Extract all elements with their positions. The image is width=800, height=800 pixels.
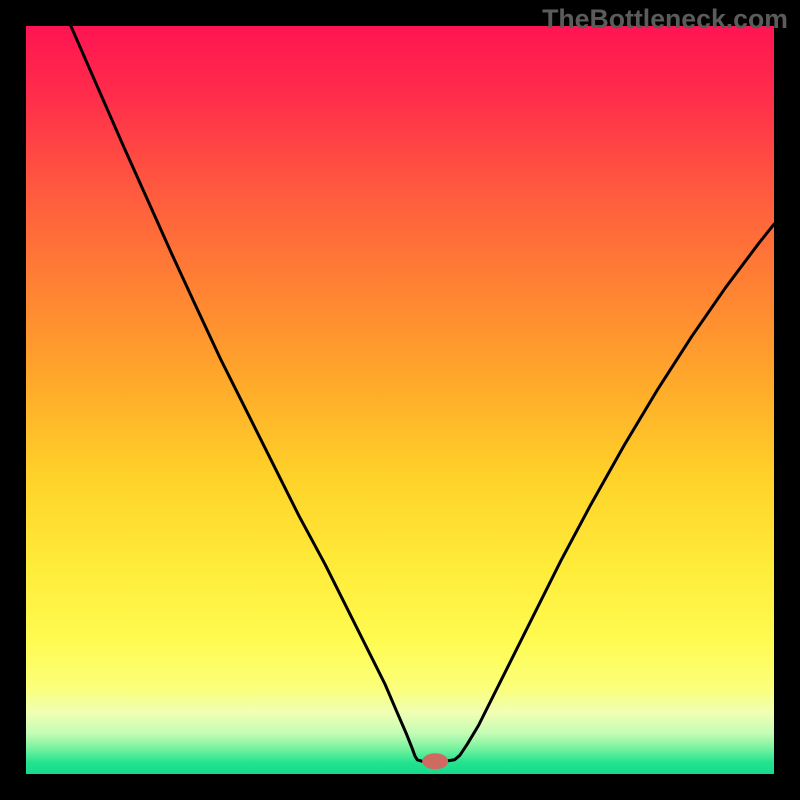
chart-frame: TheBottleneck.com (0, 0, 800, 800)
min-marker (422, 753, 448, 769)
gradient-background (26, 26, 774, 774)
plot-area (26, 26, 774, 774)
watermark-text: TheBottleneck.com (542, 4, 788, 35)
chart-svg (0, 0, 800, 800)
